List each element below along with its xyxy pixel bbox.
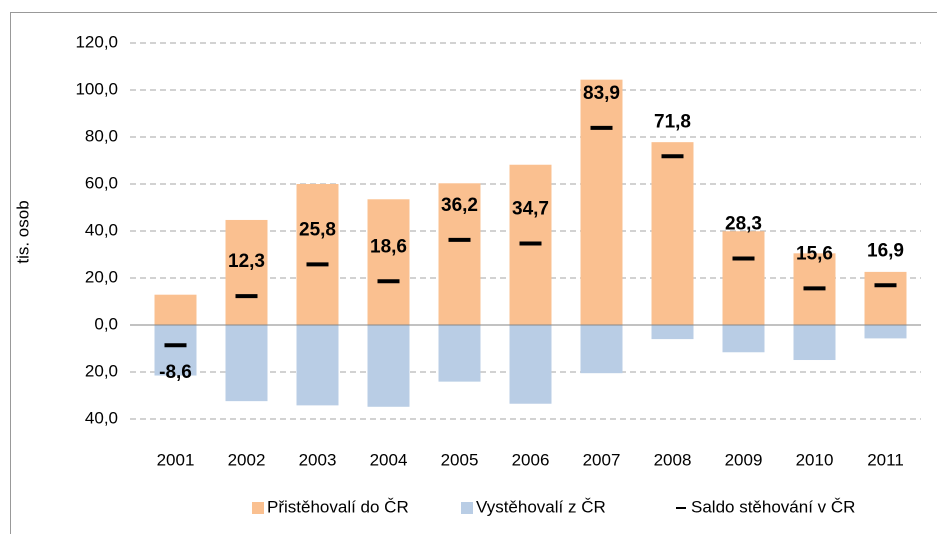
x-tick-label: 2011 — [867, 450, 904, 469]
bar — [154, 294, 197, 325]
legend-marker — [461, 502, 473, 514]
y-tick-label: 0,0 — [94, 314, 118, 333]
data-label: 15,6 — [796, 243, 833, 264]
legend-label: Vystěhovalí z ČR — [476, 497, 606, 516]
bar — [296, 325, 339, 406]
data-label: 83,9 — [583, 83, 620, 104]
x-tick-label: 2004 — [370, 450, 408, 469]
bar — [225, 219, 268, 325]
legend-label: Saldo stěhování v ČR — [691, 497, 855, 516]
bar — [722, 325, 765, 353]
data-label: 12,3 — [228, 251, 265, 272]
legend-label: Přistěhovalí do ČR — [267, 497, 409, 516]
bar — [367, 199, 410, 325]
x-tick-label: 2010 — [796, 450, 834, 469]
bar — [651, 142, 694, 325]
data-label: 71,8 — [654, 111, 691, 132]
bar — [367, 325, 410, 407]
bar — [793, 325, 836, 361]
y-tick-label: 40,0 — [85, 408, 118, 427]
bar — [154, 325, 197, 376]
bar — [580, 325, 623, 374]
x-tick-label: 2006 — [512, 450, 550, 469]
bar — [580, 79, 623, 325]
bar — [864, 325, 907, 339]
data-label: 36,2 — [441, 195, 478, 216]
bar — [225, 325, 268, 402]
data-label: 25,8 — [299, 219, 336, 240]
x-tick-label: 2007 — [583, 450, 621, 469]
legend-marker — [252, 502, 264, 514]
y-tick-label: 60,0 — [85, 173, 118, 192]
bar — [651, 325, 694, 340]
y-tick-label: 120,0 — [75, 32, 118, 51]
x-tick-label: 2005 — [441, 450, 479, 469]
data-label: 18,6 — [370, 236, 407, 257]
x-tick-label: 2003 — [299, 450, 337, 469]
data-label: 16,9 — [867, 240, 904, 261]
x-tick-label: 2001 — [157, 450, 195, 469]
x-tick-label: 2008 — [654, 450, 692, 469]
bar — [864, 271, 907, 325]
y-tick-label: 100,0 — [75, 79, 118, 98]
data-label: -8,6 — [159, 362, 192, 383]
x-tick-label: 2002 — [228, 450, 266, 469]
bar — [296, 184, 339, 325]
bar — [722, 231, 765, 325]
y-tick-label: 40,0 — [85, 220, 118, 239]
data-label: 28,3 — [725, 214, 762, 235]
data-label: 34,7 — [512, 198, 549, 219]
y-tick-label: 20,0 — [85, 361, 118, 380]
y-tick-label: 20,0 — [85, 267, 118, 286]
x-tick-label: 2009 — [725, 450, 763, 469]
bar — [509, 325, 552, 404]
y-tick-label: 80,0 — [85, 126, 118, 145]
y-axis-title: tis. osob — [13, 200, 32, 263]
bar — [438, 183, 481, 325]
bar — [438, 325, 481, 382]
